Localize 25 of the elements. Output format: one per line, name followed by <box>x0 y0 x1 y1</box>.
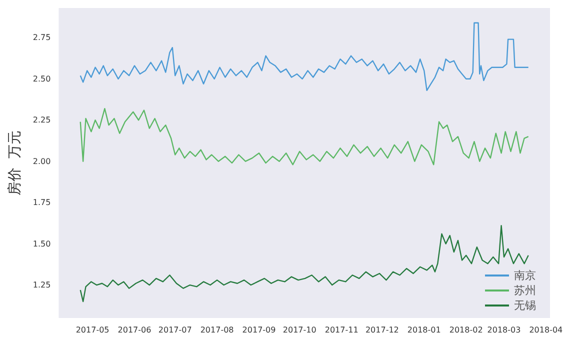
y-tick-label: 2.75 <box>32 33 51 42</box>
legend-label: 无锡 <box>514 299 536 312</box>
y-tick-label: 2.00 <box>32 156 51 166</box>
y-tick-label: 2.25 <box>32 116 51 125</box>
x-tick-label: 2018-03 <box>487 326 521 334</box>
x-tick-label: 2017-11 <box>324 326 358 334</box>
x-tick-label: 2017-09 <box>242 326 276 334</box>
y-tick-label: 2.50 <box>32 74 51 84</box>
x-tick-label: 2018-02 <box>449 326 483 334</box>
x-tick-label: 2017-07 <box>158 326 192 334</box>
x-tick-label: 2017-08 <box>200 326 234 334</box>
x-tick-label: 2017-05 <box>76 326 110 334</box>
x-tick-label: 2017-06 <box>118 326 152 334</box>
x-tick-label: 2018-01 <box>407 326 441 334</box>
line-series <box>80 108 529 166</box>
x-tick-label: 2018-04 <box>529 326 563 334</box>
y-axis-title: 房价 万元 <box>7 130 23 196</box>
legend-label: 南京 <box>514 269 536 282</box>
line-series <box>80 22 529 92</box>
legend-label: 苏州 <box>514 284 536 297</box>
x-tick-label: 2017-10 <box>282 326 316 334</box>
y-tick-label: 1.25 <box>32 280 51 290</box>
y-tick-label: 1.75 <box>32 198 51 208</box>
x-tick-label: 2017-12 <box>365 326 399 334</box>
y-tick-label: 1.50 <box>32 239 51 248</box>
